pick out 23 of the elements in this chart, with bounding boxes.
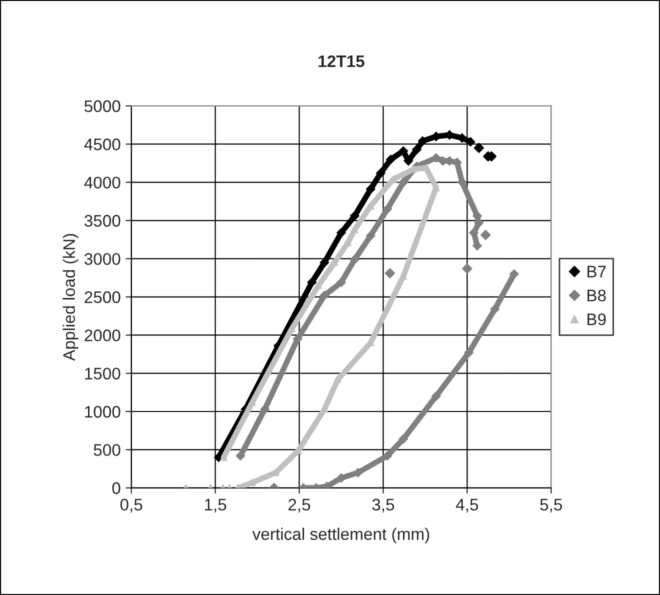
y-tick-label: 2500: [84, 291, 120, 304]
x-axis-title: vertical settlement (mm): [252, 528, 430, 544]
x-tick-label: 4,5: [456, 498, 478, 513]
legend-label: B9: [588, 313, 606, 326]
x-tick-label: 2,5: [288, 498, 310, 513]
chart-title: 12T15: [318, 55, 364, 68]
x-tick-label: 0,5: [120, 498, 142, 513]
y-axis-title: Applied load (kN): [62, 234, 78, 361]
y-tick-label: 500: [94, 444, 120, 456]
y-tick-label: 4000: [84, 176, 120, 189]
legend-label: B7: [588, 266, 606, 278]
legend-label: B8: [588, 290, 606, 302]
y-tick-label: 5000: [84, 100, 120, 112]
x-tick-label: 1,5: [204, 498, 226, 513]
y-tick-label: 2000: [84, 330, 120, 342]
y-tick-label: 0: [112, 482, 120, 494]
y-tick-label: 3000: [84, 253, 120, 265]
y-tick-label: 3500: [84, 214, 120, 227]
x-tick-label: 3,5: [372, 498, 394, 513]
y-tick-label: 4500: [84, 138, 120, 150]
y-tick-label: 1500: [85, 368, 120, 380]
y-tick-label: 1000: [85, 406, 120, 418]
x-tick-label: 5,5: [540, 498, 562, 513]
